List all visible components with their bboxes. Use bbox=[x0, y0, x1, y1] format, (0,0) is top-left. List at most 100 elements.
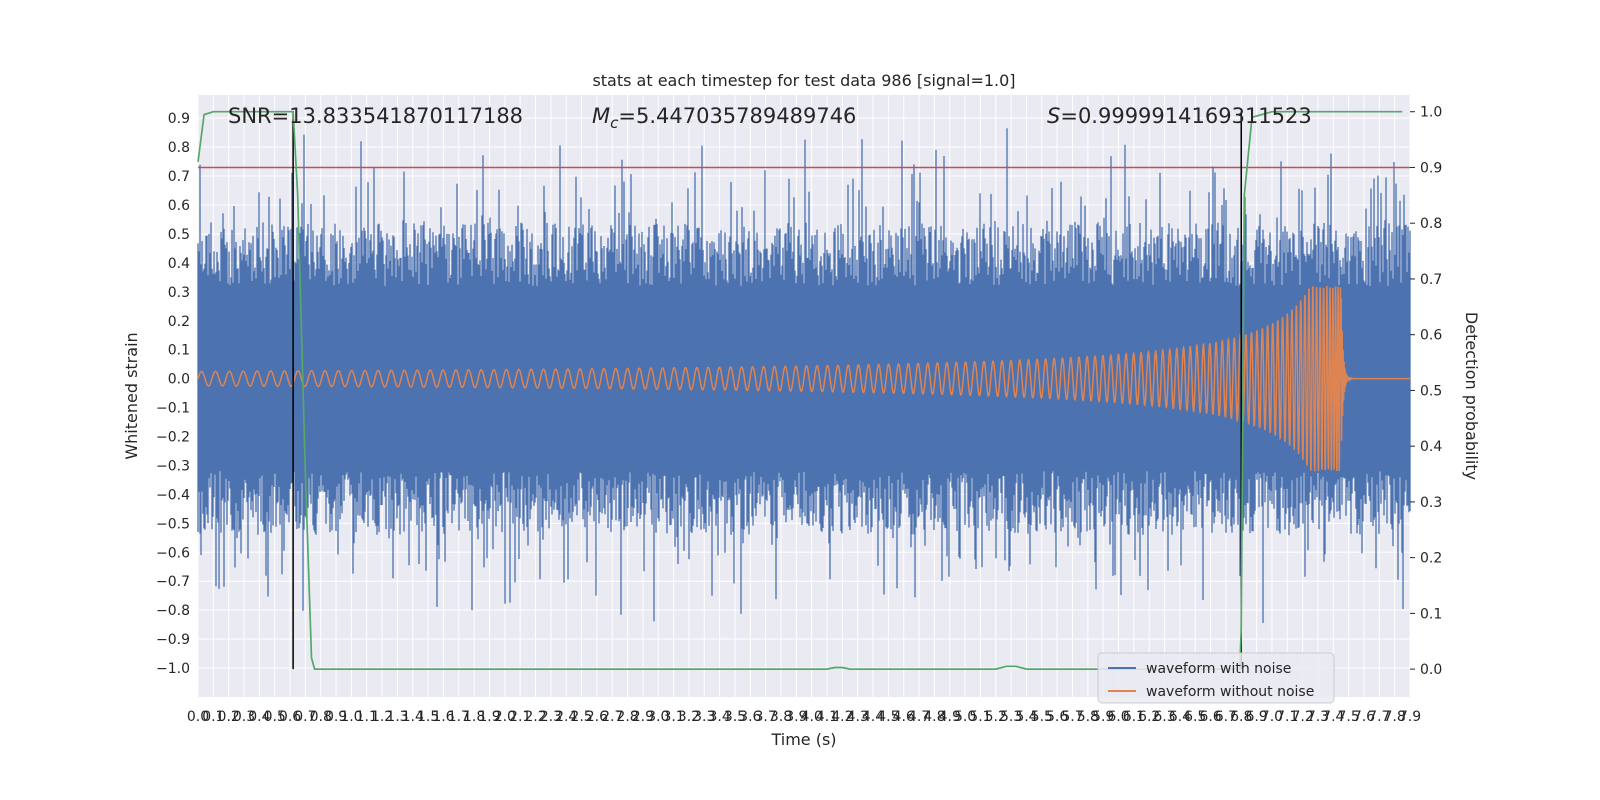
x-tick-label: 1.2 bbox=[371, 709, 393, 725]
x-tick-label: 5.1 bbox=[969, 709, 991, 725]
y-left-tick-label: −0.3 bbox=[156, 458, 190, 474]
x-tick-label: 5.7 bbox=[1061, 709, 1083, 725]
x-tick-label: 7.1 bbox=[1276, 709, 1298, 725]
y-left-tick-label: −0.8 bbox=[156, 603, 190, 619]
y-left-tick-label: 0.1 bbox=[168, 343, 190, 359]
x-tick-label: 6.8 bbox=[1230, 709, 1252, 725]
y-right-tick-label: 0.1 bbox=[1420, 606, 1442, 622]
x-tick-label: 2.0 bbox=[494, 709, 516, 725]
x-tick-label: 6.1 bbox=[1123, 709, 1145, 725]
significance-symbol: S bbox=[1047, 104, 1060, 128]
y-left-tick-label: −0.9 bbox=[156, 632, 190, 648]
x-tick-label: 5.6 bbox=[1046, 709, 1068, 725]
x-tick-label: 7.3 bbox=[1307, 709, 1329, 725]
x-tick-label: 6.3 bbox=[1153, 709, 1175, 725]
tick-layer: 0.00.10.20.30.40.50.60.70.80.91.01.11.21… bbox=[156, 105, 1442, 725]
x-tick-label: 4.9 bbox=[939, 709, 961, 725]
chirp-mass-subscript: c bbox=[610, 114, 619, 132]
x-tick-label: 5.0 bbox=[954, 709, 976, 725]
y-right-tick-label: 0.5 bbox=[1420, 383, 1442, 399]
y-axis-label-left: Whitened strain bbox=[122, 332, 141, 459]
legend-label-noisy: waveform with noise bbox=[1146, 661, 1291, 677]
x-tick-label: 0.1 bbox=[202, 709, 224, 725]
x-tick-label: 3.7 bbox=[755, 709, 777, 725]
x-tick-label: 6.4 bbox=[1169, 709, 1191, 725]
y-left-tick-label: 0.5 bbox=[168, 227, 190, 243]
x-tick-label: 7.2 bbox=[1291, 709, 1313, 725]
x-tick-label: 5.5 bbox=[1031, 709, 1053, 725]
y-left-tick-label: 0.6 bbox=[168, 198, 190, 214]
x-tick-label: 5.3 bbox=[1000, 709, 1022, 725]
x-tick-label: 6.2 bbox=[1138, 709, 1160, 725]
x-tick-label: 2.1 bbox=[509, 709, 531, 725]
x-tick-label: 3.6 bbox=[739, 709, 761, 725]
x-tick-label: 2.7 bbox=[601, 709, 623, 725]
x-tick-label: 5.8 bbox=[1077, 709, 1099, 725]
x-tick-label: 2.4 bbox=[555, 709, 577, 725]
y-axis-label-right: Detection probability bbox=[1462, 312, 1481, 480]
y-left-tick-label: 0.4 bbox=[168, 256, 190, 272]
y-left-tick-label: −0.5 bbox=[156, 516, 190, 532]
y-left-tick-label: 0.9 bbox=[168, 111, 190, 127]
x-tick-label: 3.1 bbox=[662, 709, 684, 725]
significance-annotation: S=0.9999914169311523 bbox=[1047, 104, 1312, 128]
y-left-tick-label: 0.2 bbox=[168, 314, 190, 330]
x-tick-label: 5.4 bbox=[1015, 709, 1037, 725]
x-tick-label: 5.9 bbox=[1092, 709, 1114, 725]
x-tick-label: 0.3 bbox=[233, 709, 255, 725]
x-tick-label: 0.2 bbox=[218, 709, 240, 725]
legend-label-clean: waveform without noise bbox=[1146, 684, 1314, 700]
x-tick-label: 1.8 bbox=[463, 709, 485, 725]
x-tick-label: 0.6 bbox=[279, 709, 301, 725]
y-left-tick-label: −0.4 bbox=[156, 487, 190, 503]
x-tick-label: 7.0 bbox=[1261, 709, 1283, 725]
y-right-tick-label: 0.3 bbox=[1420, 495, 1442, 511]
x-tick-label: 2.3 bbox=[540, 709, 562, 725]
x-tick-label: 5.2 bbox=[985, 709, 1007, 725]
chart-title: stats at each timestep for test data 986… bbox=[592, 71, 1015, 90]
y-left-tick-label: 0.7 bbox=[168, 169, 190, 185]
y-right-tick-label: 0.7 bbox=[1420, 272, 1442, 288]
significance-value: =0.9999914169311523 bbox=[1060, 104, 1311, 128]
x-tick-label: 1.1 bbox=[356, 709, 378, 725]
x-tick-label: 2.6 bbox=[586, 709, 608, 725]
probability-series bbox=[197, 110, 1403, 670]
y-right-tick-label: 0.8 bbox=[1420, 216, 1442, 232]
x-tick-label: 3.0 bbox=[647, 709, 669, 725]
x-tick-label: 2.8 bbox=[616, 709, 638, 725]
x-tick-label: 2.9 bbox=[632, 709, 654, 725]
x-tick-label: 1.9 bbox=[478, 709, 500, 725]
x-tick-label: 1.7 bbox=[448, 709, 470, 725]
y-right-tick-label: 0.9 bbox=[1420, 160, 1442, 176]
y-left-tick-label: 0.3 bbox=[168, 285, 190, 301]
x-tick-label: 6.5 bbox=[1184, 709, 1206, 725]
x-tick-label: 4.3 bbox=[847, 709, 869, 725]
chirp-mass-value: =5.447035789489746 bbox=[618, 104, 856, 128]
x-tick-label: 4.4 bbox=[862, 709, 884, 725]
chirp-mass-annotation: Mc=5.447035789489746 bbox=[592, 104, 856, 132]
y-right-tick-label: 0.0 bbox=[1420, 662, 1442, 678]
x-tick-label: 6.6 bbox=[1199, 709, 1221, 725]
x-tick-label: 7.4 bbox=[1322, 709, 1344, 725]
y-left-tick-label: −0.2 bbox=[156, 430, 190, 446]
x-tick-label: 0.5 bbox=[264, 709, 286, 725]
x-tick-label: 4.1 bbox=[816, 709, 838, 725]
y-right-tick-label: 0.4 bbox=[1420, 439, 1442, 455]
x-tick-label: 7.5 bbox=[1338, 709, 1360, 725]
x-tick-label: 4.5 bbox=[877, 709, 899, 725]
x-tick-label: 2.2 bbox=[524, 709, 546, 725]
probability-line bbox=[197, 110, 1403, 670]
x-tick-label: 0.9 bbox=[325, 709, 347, 725]
x-tick-label: 4.2 bbox=[831, 709, 853, 725]
x-tick-label: 3.9 bbox=[785, 709, 807, 725]
x-tick-label: 6.9 bbox=[1245, 709, 1267, 725]
x-tick-label: 3.3 bbox=[693, 709, 715, 725]
x-tick-label: 0.7 bbox=[294, 709, 316, 725]
clean-waveform-line bbox=[197, 286, 1410, 472]
y-right-tick-label: 0.6 bbox=[1420, 328, 1442, 344]
y-left-tick-label: −0.1 bbox=[156, 401, 190, 417]
y-right-tick-label: 1.0 bbox=[1420, 105, 1442, 121]
x-tick-label: 1.6 bbox=[432, 709, 454, 725]
x-tick-label: 7.7 bbox=[1368, 709, 1390, 725]
